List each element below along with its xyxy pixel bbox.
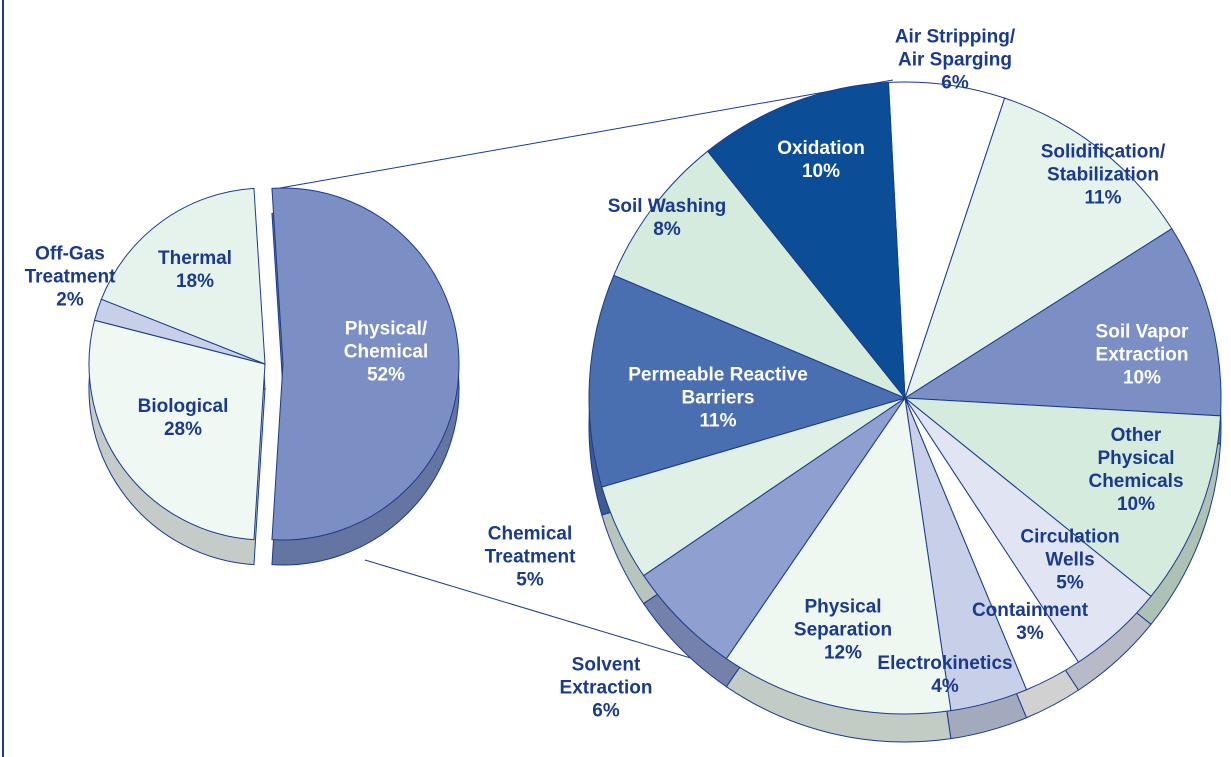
slice-value: 2% (56, 289, 84, 311)
slice (903, 227, 1222, 417)
slice-value: 6% (941, 72, 969, 94)
slice-name: Circulation Wells (1020, 526, 1120, 571)
slice-name: Solvent Extraction (559, 654, 653, 699)
slice-name: Electrokinetics (877, 653, 1013, 674)
slice-name: Biological (137, 396, 229, 417)
slice-name: Solidification/ Stabilization (1040, 141, 1166, 186)
slice-name: Physical/ Chemical (343, 318, 429, 363)
slice-label: Biological 28% (138, 395, 229, 441)
slice (706, 81, 906, 400)
slice-label: Soil Washing 8% (608, 195, 727, 241)
slice (613, 150, 906, 399)
slice-value: 52% (366, 364, 406, 386)
slice-name: Soil Washing (607, 196, 727, 217)
slice-value: 12% (823, 642, 863, 664)
slice (725, 396, 952, 715)
slice-value: 28% (163, 419, 203, 440)
slice-label: Solvent Extraction 6% (560, 654, 653, 723)
slice-name: Air Stripping/ Air Sparging (894, 26, 1016, 71)
connector (279, 79, 894, 189)
slice-label: Circulation Wells 5% (1020, 526, 1119, 595)
slice-value: 18% (175, 271, 215, 292)
slice-value: 4% (931, 676, 959, 697)
slice-label: Oxidation 10% (777, 137, 865, 183)
slice-value: 11% (699, 410, 737, 432)
slice-value: 5% (1056, 572, 1084, 594)
slice-label: Air Stripping/ Air Sparging 6% (895, 26, 1015, 95)
slice-label: Containment 3% (972, 599, 1088, 645)
slice-label: Physical/ Chemical 52% (344, 318, 428, 387)
slice-label: Thermal 18% (158, 247, 232, 293)
slice-value: 5% (516, 569, 544, 591)
slice-name: Permeable Reactive Barriers (628, 364, 808, 409)
slice-name: Chemical Treatment (484, 523, 576, 568)
slice (903, 397, 1222, 598)
slice-value: 8% (653, 219, 681, 240)
slice (588, 274, 907, 488)
slice (904, 97, 1173, 400)
slice-name: Other Physical Chemicals (1088, 425, 1184, 492)
slice-name: Containment (971, 600, 1089, 621)
slice (100, 187, 266, 365)
slice-value: 10% (1116, 494, 1156, 515)
slice-name: Physical Separation (793, 596, 893, 641)
slice-label: Chemical Treatment 5% (485, 523, 576, 592)
slice-value: 6% (592, 700, 620, 722)
slice-value: 10% (801, 161, 841, 182)
slice-name: Soil Vapor Extraction (1095, 321, 1189, 366)
slice-value: 11% (1084, 187, 1122, 209)
slice-name: Off-Gas Treatment (24, 243, 116, 288)
slice (271, 187, 460, 541)
slice-label: Solidification/ Stabilization 11% (1041, 141, 1166, 210)
slice-label: Soil Vapor Extraction 10% (1096, 321, 1189, 390)
slice-label: Physical Separation 12% (794, 596, 892, 665)
slice-label: Other Physical Chemicals 10% (1088, 424, 1183, 516)
slice (88, 319, 266, 541)
slice-label: Off-Gas Treatment 2% (25, 243, 116, 312)
slice-name: Thermal (158, 248, 232, 269)
slice-name: Oxidation (777, 138, 865, 159)
slice-label: Electrokinetics 4% (877, 652, 1012, 698)
slice-value: 3% (1016, 623, 1044, 644)
slice-label: Permeable Reactive Barriers 11% (628, 364, 808, 433)
slice-value: 10% (1122, 367, 1162, 389)
